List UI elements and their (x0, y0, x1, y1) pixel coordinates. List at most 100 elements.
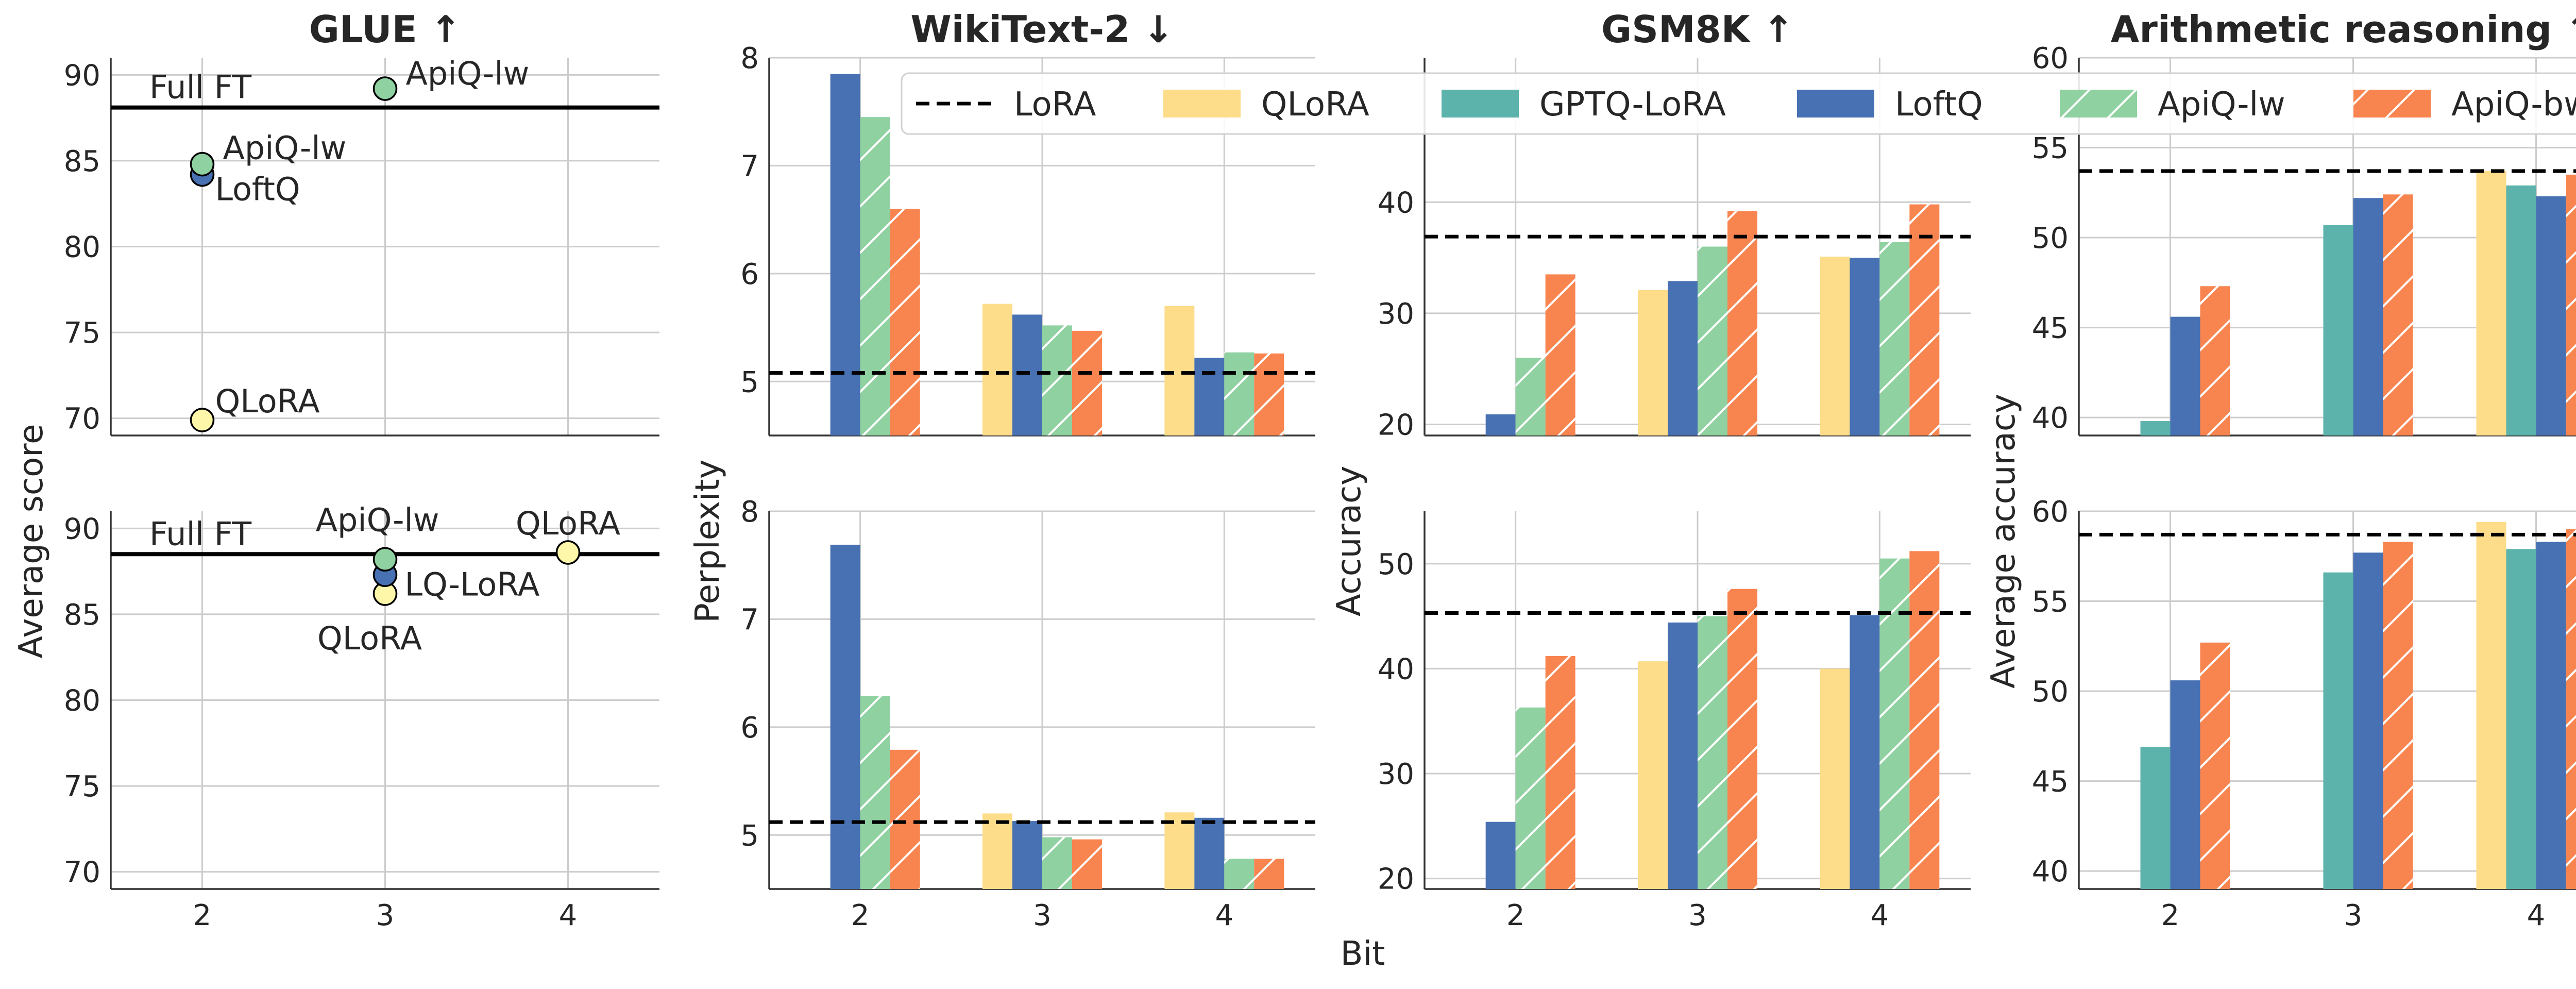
y-tick-label: 80 (64, 231, 100, 264)
bar-loftq-4bit (1194, 817, 1225, 889)
full-ft-label: Full FT (149, 515, 252, 552)
bar-qlora-3bit (982, 304, 1012, 435)
point-label-qlora: QLoRA (516, 505, 620, 542)
bar-loftq-2bit (830, 544, 860, 889)
y-tick-label: 40 (2032, 401, 2069, 435)
y-tick-label: 50 (2032, 222, 2069, 255)
bar-loftq-2bit (830, 74, 860, 435)
bar-gptq-lora-2bit (2140, 747, 2171, 889)
panel-gsm-bottom: 20 30 40 50 2 3 4 (1378, 511, 1971, 932)
bar-loftq-3bit (2353, 198, 2383, 435)
y-tick-label: 85 (64, 598, 100, 632)
y-axis-label: Average score (12, 424, 50, 658)
bar-qlora-4bit (1820, 668, 1850, 889)
bar-apiq-lw-4bit (1879, 242, 1910, 435)
x-tick-label: 2 (1506, 899, 1525, 932)
bar-apiq-bw-3bit (2383, 194, 2413, 435)
point-label-qlora: QLoRA (215, 382, 320, 420)
panel-title: Arithmetic reasoning ↑ (2111, 8, 2576, 51)
y-tick-label: 45 (2032, 765, 2069, 799)
y-tick-label: 30 (1378, 758, 1414, 791)
legend-label: LoRA (1014, 86, 1096, 124)
panel-glue-bottom: 70 75 80 85 90 2 3 4 Full FT QLoRA LQ-LoRA ApiQ-lw Q… (64, 501, 659, 932)
bar-apiq-bw-2bit (1545, 274, 1575, 435)
point-label-lq-lora: LQ-LoRA (405, 565, 540, 603)
point-qlora (190, 408, 215, 432)
bar-apiq-bw-4bit (1254, 353, 1284, 435)
bar-loftq-3bit (1012, 314, 1042, 435)
bar-apiq-bw-3bit (1072, 839, 1102, 889)
bar-gptq-lora-3bit (2323, 572, 2353, 889)
y-tick-label: 40 (2032, 855, 2069, 889)
x-tick-label: 2 (851, 899, 870, 932)
legend-swatch (2060, 90, 2137, 118)
y-tick-label: 40 (1378, 652, 1414, 686)
panel-title: WikiText-2 ↓ (910, 8, 1174, 51)
y-axis-label: Accuracy (1330, 466, 1368, 616)
bar-gptq-lora-3bit (2323, 225, 2353, 435)
bar-loftq-4bit (2536, 196, 2566, 435)
bar-apiq-bw-4bit (2566, 174, 2576, 435)
point-apiq-lw (372, 76, 398, 101)
bar-qlora-4bit (2476, 171, 2506, 435)
legend-label: QLoRA (1261, 86, 1369, 124)
y-tick-label: 85 (64, 145, 100, 178)
bar-loftq-4bit (1850, 258, 1880, 435)
bar-apiq-bw-4bit (1909, 204, 1940, 435)
y-tick-label: 60 (2032, 495, 2069, 529)
y-tick-label: 80 (64, 684, 100, 718)
bar-apiq-lw-2bit (860, 696, 890, 889)
y-axis-label: Perplexity (689, 459, 727, 623)
y-tick-label: 8 (740, 495, 759, 529)
bar-gptq-lora-4bit (2506, 549, 2536, 889)
legend-swatch (1797, 90, 1874, 118)
y-tick-label: 6 (740, 711, 759, 745)
bar-loftq-3bit (1668, 622, 1698, 889)
y-tick-label: 55 (2032, 585, 2069, 619)
panel-wiki-top: 5 6 7 8 WikiText-2 ↓ Perplexity (689, 8, 1315, 623)
legend-item-apiq-lw: ApiQ-lw (2060, 86, 2285, 124)
point-qlora (555, 540, 581, 565)
legend-label: ApiQ-bw (2451, 86, 2576, 124)
x-tick-label: 4 (559, 899, 578, 932)
panel-gsm-top: 20 30 40 GSM8K ↑ Accuracy (1330, 8, 1971, 616)
bar-apiq-lw-3bit (1698, 616, 1727, 889)
legend-item-lora: LoRA (916, 86, 1096, 124)
bar-gptq-lora-4bit (2506, 185, 2536, 435)
x-tick-label: 3 (1033, 899, 1052, 932)
bar-apiq-bw-3bit (1727, 589, 1757, 889)
panel-wiki-bottom: 5 6 7 8 2 3 4 (740, 495, 1315, 932)
point-label-apiq-lw: ApiQ-lw (406, 55, 530, 92)
legend-label: ApiQ-lw (2158, 86, 2285, 124)
legend-box (901, 72, 2576, 135)
bar-apiq-lw-3bit (1698, 246, 1727, 435)
x-tick-label: 4 (1871, 899, 1889, 932)
bar-qlora-4bit (1164, 306, 1195, 435)
y-tick-label: 6 (740, 258, 759, 291)
legend-item-apiq-bw: ApiQ-bw (2353, 86, 2576, 124)
bar-apiq-bw-4bit (2566, 529, 2576, 889)
bar-qlora-3bit (1638, 661, 1668, 889)
panel-title: GSM8K ↑ (1601, 8, 1794, 51)
bar-apiq-lw-3bit (1042, 837, 1072, 889)
bar-qlora-4bit (1820, 256, 1850, 435)
bar-apiq-lw-2bit (1515, 707, 1546, 889)
x-tick-label: 4 (1215, 899, 1234, 932)
x-tick-label: 3 (376, 899, 395, 932)
y-tick-label: 30 (1378, 297, 1414, 331)
x-tick-label: 3 (1688, 899, 1707, 932)
bar-apiq-bw-2bit (890, 209, 920, 435)
y-tick-label: 7 (740, 603, 759, 636)
y-tick-label: 75 (64, 770, 100, 803)
bar-apiq-lw-3bit (1042, 325, 1072, 435)
bar-apiq-bw-4bit (1909, 551, 1940, 889)
legend-label: LoftQ (1895, 86, 1983, 124)
bar-loftq-4bit (1194, 358, 1225, 435)
bar-qlora-4bit (1164, 812, 1195, 889)
y-tick-label: 40 (1378, 186, 1414, 220)
y-tick-label: 90 (64, 512, 100, 546)
bar-apiq-lw-2bit (860, 117, 890, 435)
y-tick-label: 60 (2032, 42, 2069, 75)
bar-loftq-4bit (2536, 542, 2566, 889)
